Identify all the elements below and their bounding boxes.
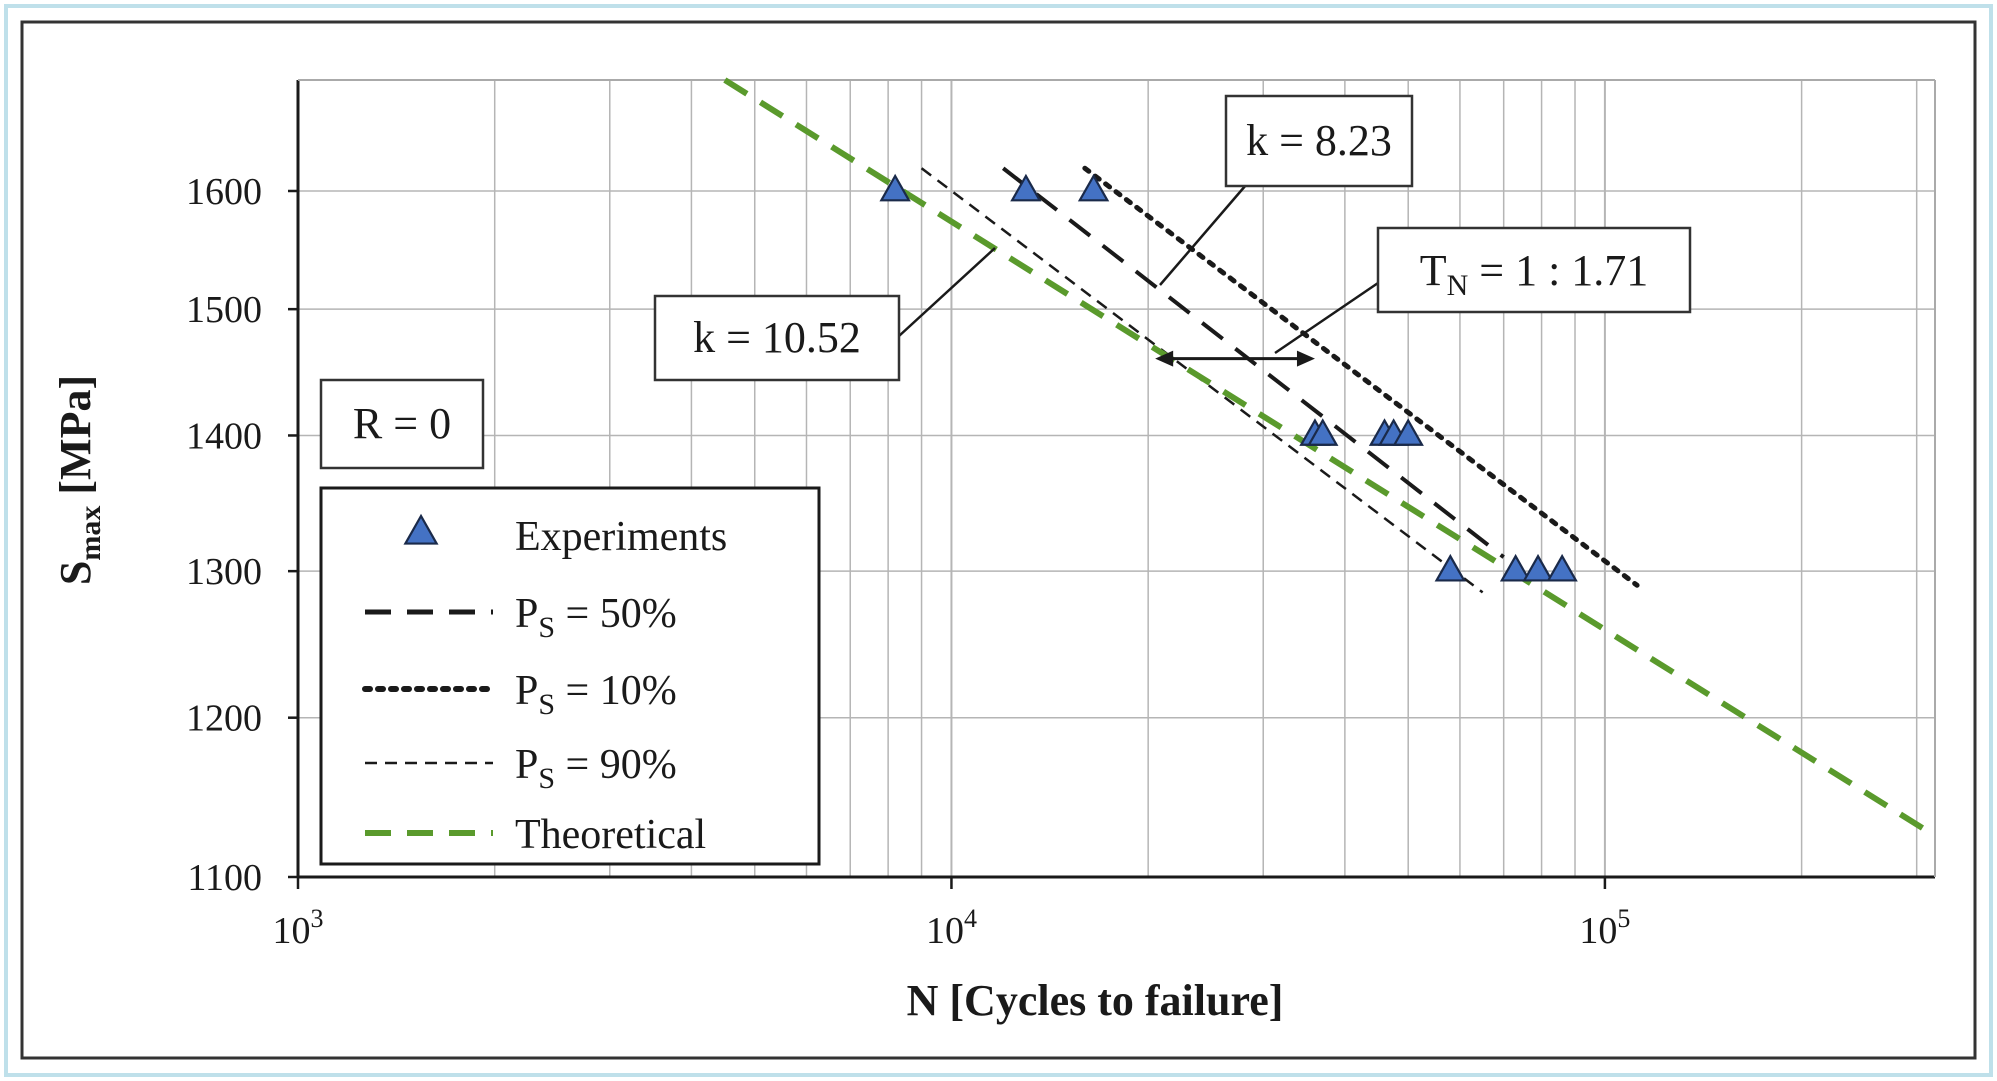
k-lower-annotation: k = 10.52	[653, 294, 901, 382]
k-upper-annotation: k = 8.23	[1224, 94, 1414, 188]
legend-label: Experiments	[515, 514, 727, 560]
series-lines	[723, 77, 1937, 839]
k-lower-leader	[898, 247, 996, 337]
tn-leader	[1274, 281, 1379, 355]
legend-box	[319, 486, 821, 866]
legend-item: Theoretical	[365, 812, 706, 858]
x-tick-label: 103	[273, 904, 324, 952]
r-box	[319, 378, 485, 470]
y-tick-label: 1200	[186, 698, 262, 740]
tn-label-sub: N	[1447, 269, 1469, 302]
x-tick-label: 104	[926, 904, 977, 952]
k-lower-box	[653, 294, 901, 382]
r-label: R = 0	[353, 399, 451, 448]
outer-frame	[4, 4, 1993, 1077]
tn-arrow-head-left	[1155, 350, 1174, 367]
tn-arrow-head-right	[1296, 350, 1315, 367]
legend-items: Experiments PS = 50% PS = 10% PS = 90% Theor…	[362, 513, 727, 858]
annotation-leaders	[898, 177, 1379, 367]
y-tick-label: 1300	[186, 551, 262, 593]
experiment-point	[1499, 553, 1532, 582]
legend-item: PS = 50%	[365, 591, 677, 644]
experiment-point	[1010, 173, 1042, 202]
k-upper-label: k = 8.23	[1246, 116, 1392, 165]
tn-box	[1376, 226, 1692, 314]
legend-label: PS = 90%	[515, 742, 677, 795]
experiment-point	[1077, 173, 1110, 202]
k-upper-box	[1224, 94, 1414, 188]
series-line-dashed	[723, 77, 1937, 839]
legend-item: PS = 10%	[362, 668, 677, 721]
y-tick-label: 1400	[186, 415, 262, 457]
experiment-point	[1546, 553, 1578, 582]
x-tick-label: 105	[1579, 904, 1630, 952]
tn-annotation: TN = 1 : 1.71	[1376, 226, 1692, 314]
x-axis-title: N [Cycles to failure]	[907, 976, 1284, 1025]
legend-item: Experiments	[403, 513, 727, 560]
experiment-point	[879, 173, 911, 202]
legend-label: PS = 50%	[515, 591, 677, 644]
y-axis-title: Smax [MPa]	[51, 375, 107, 585]
k-upper-leader	[1159, 177, 1253, 286]
legend-label: Theoretical	[515, 812, 706, 858]
experiment-point	[1392, 418, 1424, 446]
y-axis-title-sub: max	[74, 506, 107, 561]
ticks: 1100 1200 1300 1400 1500 1600 103 104 105	[186, 171, 1630, 952]
y-tick-label: 1600	[186, 171, 262, 213]
legend-marker-triangle	[403, 513, 439, 545]
experiment-markers	[879, 173, 1578, 582]
r-annotation: R = 0	[319, 378, 485, 470]
legend-item: PS = 90%	[365, 742, 677, 795]
series-line-dashed	[1001, 166, 1505, 559]
experiment-point	[1307, 418, 1339, 446]
series-line-dotted	[1082, 165, 1640, 588]
experiment-point	[1434, 553, 1467, 582]
k-lower-label: k = 10.52	[693, 313, 861, 362]
y-tick-label: 1100	[187, 857, 262, 899]
experiment-point	[1522, 553, 1554, 582]
tn-label: TN = 1 : 1.71	[1420, 246, 1649, 302]
y-axis-title-main: S	[51, 561, 100, 585]
figure-border	[20, 20, 1977, 1060]
legend-label: PS = 10%	[515, 668, 677, 721]
tn-label-main: T	[1420, 246, 1447, 295]
y-tick-label: 1500	[186, 289, 262, 331]
legend: Experiments PS = 50% PS = 10% PS = 90% Theor…	[319, 486, 821, 866]
y-axis-title-unit: [MPa]	[51, 375, 100, 506]
tn-label-rest: = 1 : 1.71	[1468, 246, 1648, 295]
